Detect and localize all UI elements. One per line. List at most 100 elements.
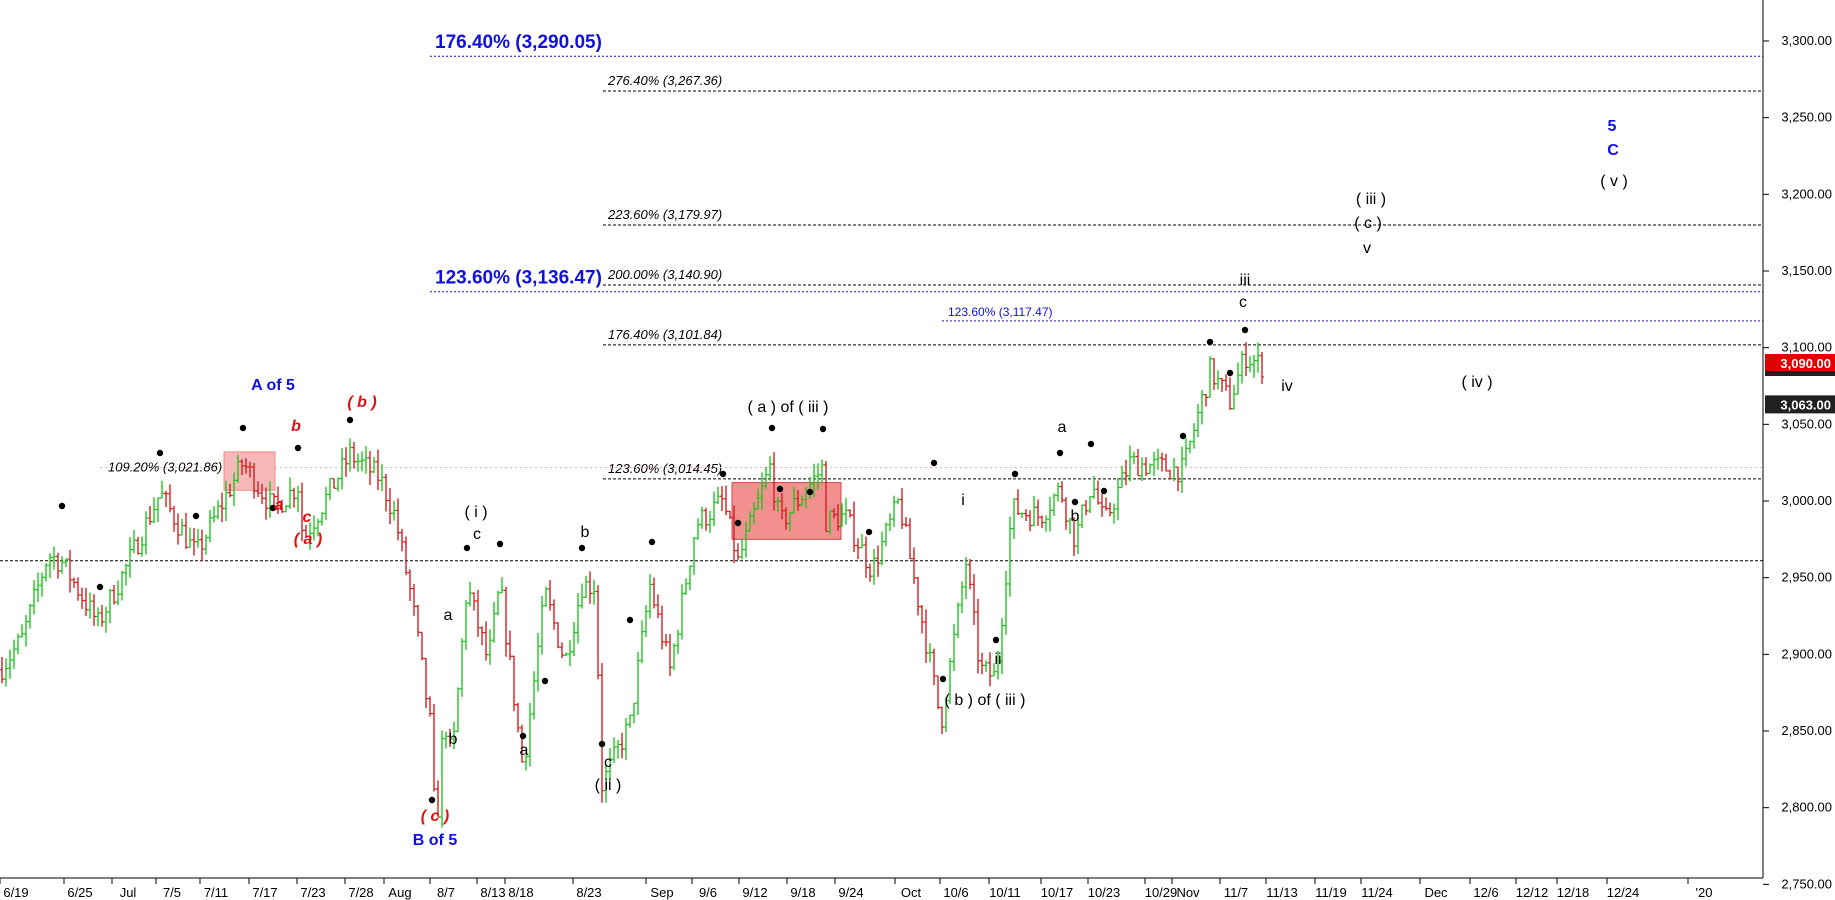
fib-level-label: 276.40% (3,267.36)	[607, 73, 722, 88]
y-tick-label: 3,250.00	[1781, 110, 1832, 125]
wave-label: b	[581, 524, 590, 541]
wave-label: ( b )	[347, 394, 376, 411]
wave-label: a	[520, 742, 529, 759]
pivot-dot	[58, 502, 66, 510]
x-tick-label: Jul	[120, 885, 137, 900]
x-tick-label: 11/7	[1224, 885, 1248, 900]
pivot-dot	[496, 540, 504, 548]
x-tick-label: '20	[1696, 885, 1713, 900]
wave-label: ( c )	[1354, 215, 1382, 232]
price-tag	[1765, 395, 1835, 414]
pivot-dot	[626, 616, 634, 624]
pivot-dot	[1087, 440, 1095, 448]
fib-level-label: 109.20% (3,021.86)	[108, 459, 222, 474]
pivot-dot	[1071, 498, 1079, 506]
pivot-dot	[1226, 369, 1234, 377]
wave-label: v	[1363, 240, 1371, 257]
y-tick-label: 3,000.00	[1781, 493, 1832, 508]
fib-level-label: 200.00% (3,140.90)	[607, 267, 722, 282]
pivot-dot	[819, 425, 827, 433]
x-tick-label: 8/7	[437, 885, 455, 900]
x-tick-label: 12/12	[1516, 885, 1549, 900]
x-tick-label: 6/25	[67, 885, 92, 900]
x-tick-label: 6/19	[3, 885, 28, 900]
x-tick-label: 7/17	[252, 885, 277, 900]
wave-label: c	[473, 526, 481, 543]
price-tag-label: 3,090.00	[1780, 356, 1831, 371]
x-tick-label: 10/6	[943, 885, 968, 900]
pivot-dot	[865, 528, 873, 536]
x-tick-label: 11/19	[1315, 885, 1347, 900]
wave-label: a	[1058, 419, 1067, 436]
pivot-dot	[156, 449, 164, 457]
pivot-dot	[346, 416, 354, 424]
pivot-dot	[776, 485, 784, 493]
y-tick-label: 3,300.00	[1781, 33, 1832, 48]
y-tick-label: 3,150.00	[1781, 263, 1832, 278]
fib-level-label: 123.60% (3,014.45)	[608, 461, 722, 476]
wave-label: ( c )	[421, 808, 449, 825]
pivot-dot	[1100, 487, 1108, 495]
pivot-dot	[1241, 326, 1249, 334]
pivot-dot	[806, 488, 814, 496]
y-tick-label: 2,950.00	[1781, 570, 1832, 585]
pivot-dot	[428, 796, 436, 804]
y-tick-label: 3,050.00	[1781, 416, 1832, 431]
x-tick-label: 8/23	[576, 885, 601, 900]
y-axis[interactable]: 3,300.00 3,250.00 3,200.00 3,150.00 3,100.00…	[1763, 33, 1832, 891]
pivot-dot	[519, 732, 527, 740]
pivot-dot	[598, 740, 606, 748]
pivot-dot	[541, 677, 549, 685]
pivot-dot	[578, 544, 586, 552]
wave-labels: A of 5 B of 5 5 C ( v ) ( b ) b a c ( a ) ( c ) ( i…	[251, 118, 1628, 849]
x-tick-label: 11/13	[1266, 885, 1298, 900]
y-tick-label: 2,900.00	[1781, 646, 1832, 661]
x-tick-label: 8/13	[480, 885, 505, 900]
pivot-dot	[648, 538, 656, 546]
pivot-dot	[992, 636, 1000, 644]
x-tick-label: 10/23	[1088, 885, 1121, 900]
x-tick-label: 9/6	[699, 885, 717, 900]
pivot-dot	[1206, 338, 1214, 346]
x-tick-label: Sep	[650, 885, 673, 900]
pivot-dot	[463, 544, 471, 552]
wave-label: i	[961, 492, 965, 509]
wave-label: ( a )	[294, 531, 322, 548]
price-tag-shadow	[1765, 370, 1835, 376]
fib-lines: 223.60% (3,330.77)176.40% (3,290.05)276.…	[0, 32, 1763, 562]
x-tick-label: 7/23	[300, 885, 325, 900]
wave-label: B of 5	[413, 832, 458, 849]
x-tick-label: Oct	[901, 885, 922, 900]
wave-label: iii	[1240, 272, 1251, 289]
fib-level-label: 176.40% (3,101.84)	[608, 327, 722, 342]
price-tag	[1765, 353, 1835, 372]
x-tick-label: Aug	[388, 885, 411, 900]
fib-level-label: 123.60% (3,136.47)	[435, 268, 602, 289]
wave-label: b	[291, 418, 301, 435]
candles	[0, 342, 1264, 828]
pivot-dot	[930, 459, 938, 467]
wave-label: a	[275, 497, 284, 514]
fib-level-label: 123.60% (3,117.47)	[948, 305, 1053, 319]
wave-label: ( b ) of ( iii )	[945, 692, 1026, 709]
x-tick-label: 12/6	[1473, 885, 1498, 900]
x-tick-label: 10/11	[989, 885, 1021, 900]
x-tick-label: 8/18	[508, 885, 533, 900]
x-tick-label: Nov	[1176, 885, 1200, 900]
pivot-dot	[1056, 449, 1064, 457]
x-tick-label: 9/24	[838, 885, 863, 900]
x-axis[interactable]: 6/19 6/25 Jul 7/5 7/11 7/17 7/23 7/28 Aug 8/7 8/13…	[0, 878, 1712, 900]
wave-label: ( iv )	[1461, 374, 1492, 391]
fib-level-label: 176.40% (3,290.05)	[435, 32, 602, 53]
pivot-dot	[294, 444, 302, 452]
pivot-dots	[58, 326, 1249, 804]
wave-label: ( a ) of ( iii )	[748, 399, 829, 416]
x-tick-label: 7/5	[163, 885, 181, 900]
wave-label: b	[449, 731, 458, 748]
pivot-dot	[939, 675, 947, 683]
pivot-dot	[96, 583, 104, 591]
x-tick-label: 12/18	[1557, 885, 1590, 900]
wave-label: A of 5	[251, 377, 295, 394]
